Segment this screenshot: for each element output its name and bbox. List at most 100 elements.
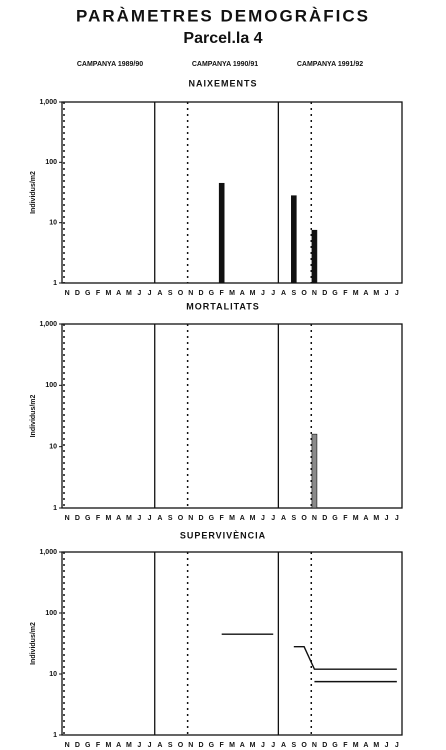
x-tick-label: D xyxy=(199,290,204,297)
y-tick-label: 1,000 xyxy=(39,99,57,106)
x-tick-label: O xyxy=(301,290,307,297)
x-tick-label: G xyxy=(85,290,91,297)
x-tick-label: A xyxy=(363,515,368,522)
plot-frame xyxy=(61,323,403,509)
x-tick-label: G xyxy=(209,290,215,297)
x-tick-label: D xyxy=(322,742,327,749)
figure-title: PARÀMETRES DEMOGRÀFICS xyxy=(76,6,370,25)
x-tick-label: N xyxy=(65,742,70,749)
y-axis-label: Individus/m2 xyxy=(30,395,37,438)
x-tick-label: M xyxy=(105,290,111,297)
x-tick-label: D xyxy=(199,742,204,749)
y-tick-label: 1,000 xyxy=(39,321,57,328)
x-tick-label: J xyxy=(385,290,389,297)
x-tick-label: M xyxy=(250,290,256,297)
x-tick-label: J xyxy=(271,515,275,522)
x-tick-label: J xyxy=(261,515,265,522)
y-tick-label: 100 xyxy=(45,159,57,166)
y-tick-label: 1 xyxy=(53,280,57,287)
y-tick-label: 10 xyxy=(49,444,57,451)
x-tick-label: A xyxy=(281,515,286,522)
campaign-label: CAMPANYA 1989/90 xyxy=(77,61,143,68)
x-tick-label: M xyxy=(105,742,111,749)
x-tick-label: N xyxy=(188,290,193,297)
x-tick-label: S xyxy=(168,742,173,749)
plot-frame xyxy=(61,101,403,284)
x-tick-label: A xyxy=(240,290,245,297)
x-tick-label: N xyxy=(65,515,70,522)
x-tick-label: M xyxy=(126,515,132,522)
chart-title: SUPERVIVÈNCIA xyxy=(180,530,266,540)
y-tick-label: 1 xyxy=(53,505,57,512)
x-tick-label: M xyxy=(373,515,379,522)
x-tick-label: J xyxy=(261,290,265,297)
y-tick-label: 10 xyxy=(49,220,57,227)
x-tick-label: A xyxy=(116,515,121,522)
x-tick-label: N xyxy=(312,290,317,297)
x-tick-label: J xyxy=(137,742,141,749)
x-tick-label: S xyxy=(291,290,296,297)
x-tick-label: G xyxy=(209,515,215,522)
x-tick-label: J xyxy=(137,515,141,522)
x-tick-label: J xyxy=(148,290,152,297)
x-tick-label: G xyxy=(209,742,215,749)
x-tick-label: S xyxy=(291,515,296,522)
x-tick-label: F xyxy=(220,742,225,749)
y-tick-label: 1 xyxy=(53,732,57,739)
x-tick-label: A xyxy=(116,742,121,749)
x-tick-label: M xyxy=(373,290,379,297)
x-tick-label: J xyxy=(271,290,275,297)
x-tick-label: D xyxy=(75,290,80,297)
x-tick-label: A xyxy=(116,290,121,297)
x-tick-label: A xyxy=(281,290,286,297)
x-tick-label: M xyxy=(373,742,379,749)
x-tick-label: M xyxy=(250,742,256,749)
x-tick-label: A xyxy=(157,290,162,297)
x-tick-label: J xyxy=(148,515,152,522)
y-axis-label: Individus/m2 xyxy=(30,622,37,665)
y-tick-label: 100 xyxy=(45,610,57,617)
x-tick-label: A xyxy=(363,290,368,297)
survival-line xyxy=(221,633,397,670)
y-tick-label: 10 xyxy=(49,671,57,678)
x-tick-label: O xyxy=(301,742,307,749)
x-tick-label: F xyxy=(343,515,348,522)
x-tick-label: M xyxy=(353,290,359,297)
x-tick-label: D xyxy=(322,290,327,297)
x-tick-label: M xyxy=(126,742,132,749)
x-tick-label: F xyxy=(343,290,348,297)
x-tick-label: J xyxy=(137,290,141,297)
x-tick-label: M xyxy=(250,515,256,522)
x-tick-label: A xyxy=(240,742,245,749)
x-tick-label: M xyxy=(353,742,359,749)
x-tick-label: J xyxy=(148,742,152,749)
x-tick-label: J xyxy=(395,515,399,522)
x-tick-label: D xyxy=(322,515,327,522)
y-axis-label: Individus/m2 xyxy=(30,171,37,214)
x-tick-label: O xyxy=(178,742,184,749)
x-tick-label: A xyxy=(240,515,245,522)
x-tick-label: O xyxy=(178,290,184,297)
x-tick-label: F xyxy=(96,290,101,297)
x-tick-label: F xyxy=(220,290,225,297)
x-tick-label: A xyxy=(281,742,286,749)
x-tick-label: S xyxy=(168,515,173,522)
bar xyxy=(311,433,318,509)
bar xyxy=(218,182,225,284)
x-tick-label: N xyxy=(312,742,317,749)
x-tick-label: O xyxy=(301,515,307,522)
x-tick-label: M xyxy=(353,515,359,522)
x-tick-label: J xyxy=(395,290,399,297)
x-tick-label: J xyxy=(385,742,389,749)
x-tick-label: G xyxy=(332,515,338,522)
x-tick-label: D xyxy=(199,515,204,522)
bar xyxy=(291,195,297,284)
x-tick-label: F xyxy=(96,515,101,522)
x-tick-label: N xyxy=(65,290,70,297)
x-tick-label: O xyxy=(178,515,184,522)
chart-title: MORTALITATS xyxy=(186,301,260,311)
campaign-label: CAMPANYA 1990/91 xyxy=(192,61,258,68)
x-tick-label: M xyxy=(126,290,132,297)
x-tick-label: D xyxy=(75,515,80,522)
